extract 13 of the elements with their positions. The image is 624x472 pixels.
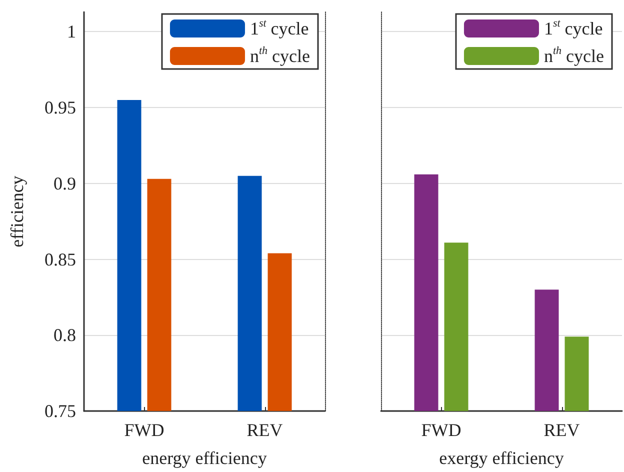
y-tick-label: 0.95 <box>44 98 76 118</box>
x-axis-title: exergy efficiency <box>439 448 564 468</box>
x-tick-label: REV <box>544 420 580 440</box>
x-tick-label: REV <box>246 420 283 440</box>
y-tick-label: 0.75 <box>44 401 76 421</box>
y-tick-label: 0.9 <box>54 173 76 194</box>
y-axis-title: efficiency <box>7 176 27 248</box>
y-tick-label: 1 <box>67 22 76 42</box>
x-tick-label: FWD <box>421 420 462 440</box>
x-axis-title: energy efficiency <box>142 448 267 468</box>
y-tick-label: 0.8 <box>54 325 76 346</box>
x-tick-label: FWD <box>124 420 164 440</box>
y-tick-label: 0.85 <box>44 249 76 270</box>
